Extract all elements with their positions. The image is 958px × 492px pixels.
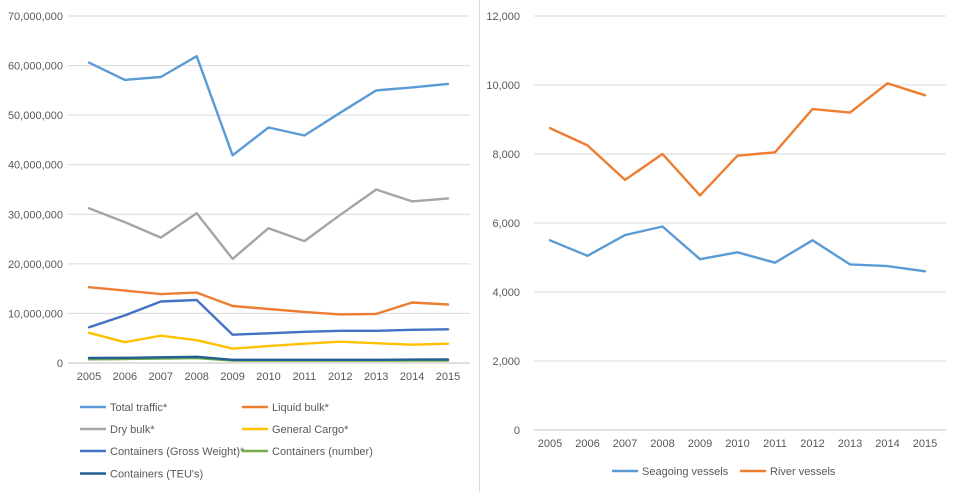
- x-tick-label: 2012: [328, 371, 352, 383]
- vessels-chart-panel: 0 2,000 4,000 6,000 8,000 10,000 12,000 2005 200…: [480, 0, 958, 492]
- x-tick-label: 2011: [763, 438, 787, 450]
- y-tick-label: 8,000: [492, 149, 520, 161]
- series-line-seagoing-vessels[interactable]: [548, 225, 927, 273]
- legend-label: Seagoing vessels: [642, 466, 729, 478]
- x-tick-label: 2015: [436, 371, 460, 383]
- x-tick-label: 2012: [800, 438, 824, 450]
- y-tick-label: 40,000,000: [8, 160, 63, 172]
- y-tick-label: 0: [514, 425, 520, 437]
- y-tick-label: 60,000,000: [8, 61, 63, 73]
- legend-label: Containers (TEU's): [110, 469, 203, 481]
- series-line-containers-gross-weight[interactable]: [87, 298, 450, 336]
- y-tick-label: 0: [57, 358, 63, 370]
- y-tick-label: 30,000,000: [8, 209, 63, 221]
- x-tick-label: 2010: [256, 371, 280, 383]
- y-tick-label: 12,000: [486, 11, 520, 23]
- x-tick-label: 2005: [77, 371, 101, 383]
- x-tick-label: 2005: [538, 438, 562, 450]
- legend-label: Liquid bulk*: [272, 402, 330, 414]
- x-tick-label: 2008: [184, 371, 208, 383]
- x-tick-label: 2010: [725, 438, 749, 450]
- x-tick-label: 2007: [613, 438, 637, 450]
- y-tick-label: 4,000: [492, 287, 520, 299]
- y-tick-label: 6,000: [492, 218, 520, 230]
- x-tick-label: 2009: [220, 371, 244, 383]
- legend-label: Dry bulk*: [110, 424, 155, 436]
- legend-item-liquid-bulk[interactable]: Liquid bulk*: [242, 402, 330, 414]
- series-line-general-cargo[interactable]: [87, 331, 450, 350]
- cargo-traffic-chart[interactable]: 0 10,000,000 20,000,000 30,000,000 40,000,00…: [0, 0, 478, 492]
- legend-item-containers-number[interactable]: Containers (number): [242, 446, 373, 458]
- legend-item-dry-bulk[interactable]: Dry bulk*: [80, 424, 155, 436]
- series-line-total-traffic[interactable]: [87, 55, 450, 157]
- legend-item-seagoing-vessels[interactable]: Seagoing vessels: [612, 466, 729, 478]
- legend-item-containers-gross-weight[interactable]: Containers (Gross Weight)*: [80, 446, 245, 458]
- legend-item-general-cargo[interactable]: General Cargo*: [242, 424, 349, 436]
- x-tick-label: 2006: [113, 371, 137, 383]
- y-tick-label: 10,000: [486, 80, 520, 92]
- y-tick-label: 20,000,000: [8, 259, 63, 271]
- legend-label: River vessels: [770, 466, 836, 478]
- legend-label: Total traffic*: [110, 402, 168, 414]
- x-tick-label: 2007: [149, 371, 173, 383]
- x-tick-label: 2014: [875, 438, 899, 450]
- x-tick-label: 2009: [688, 438, 712, 450]
- legend-item-river-vessels[interactable]: River vessels: [740, 466, 836, 478]
- legend-label: Containers (Gross Weight)*: [110, 446, 245, 458]
- y-tick-label: 10,000,000: [8, 308, 63, 320]
- series-line-river-vessels[interactable]: [548, 82, 927, 197]
- panel-divider: [479, 0, 480, 492]
- legend-label: General Cargo*: [272, 424, 349, 436]
- x-tick-label: 2015: [913, 438, 937, 450]
- legend-label: Containers (number): [272, 446, 373, 458]
- series-line-dry-bulk[interactable]: [87, 188, 450, 261]
- legend-item-total-traffic[interactable]: Total traffic*: [80, 402, 168, 414]
- x-tick-label: 2011: [293, 371, 317, 383]
- legend-item-containers-teu-s[interactable]: Containers (TEU's): [80, 469, 203, 481]
- x-tick-label: 2013: [364, 371, 388, 383]
- x-tick-label: 2013: [838, 438, 862, 450]
- y-tick-label: 2,000: [492, 356, 520, 368]
- x-tick-label: 2006: [575, 438, 599, 450]
- x-tick-label: 2008: [650, 438, 674, 450]
- series-line-liquid-bulk[interactable]: [87, 286, 450, 316]
- vessels-chart[interactable]: 0 2,000 4,000 6,000 8,000 10,000 12,000 2005 200…: [480, 0, 958, 492]
- x-tick-label: 2014: [400, 371, 424, 383]
- y-tick-label: 70,000,000: [8, 11, 63, 23]
- y-tick-label: 50,000,000: [8, 110, 63, 122]
- series-line-containers-teu-s[interactable]: [87, 355, 450, 361]
- cargo-chart-panel: 0 10,000,000 20,000,000 30,000,000 40,000,00…: [0, 0, 478, 492]
